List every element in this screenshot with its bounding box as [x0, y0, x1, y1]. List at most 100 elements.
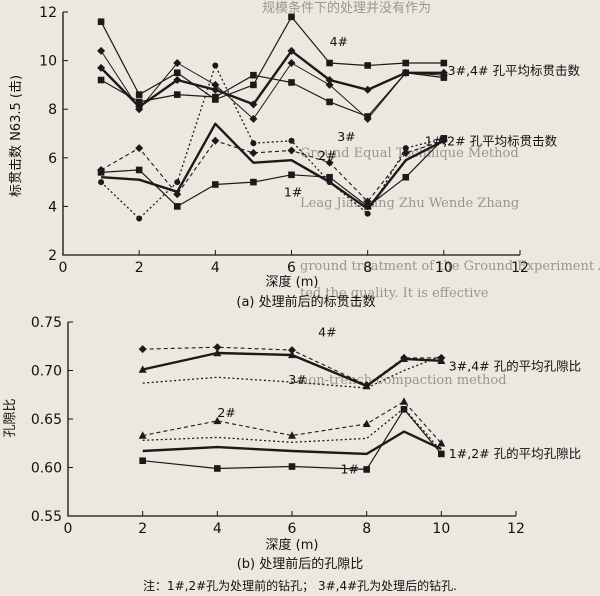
data-point	[138, 365, 147, 373]
data-point	[363, 114, 372, 123]
data-point	[287, 146, 296, 155]
data-point	[98, 179, 105, 186]
data-point	[136, 215, 143, 222]
data-point	[364, 210, 371, 217]
data-point	[174, 179, 181, 186]
y-tick-label: 2	[48, 248, 57, 264]
x-tick-label: 10	[435, 260, 453, 276]
annotation-label: 1#	[284, 185, 302, 200]
data-point	[97, 46, 106, 55]
data-point	[363, 85, 372, 94]
data-point	[212, 62, 219, 69]
data-point	[437, 439, 446, 447]
data-point	[326, 59, 333, 67]
series-line	[100, 49, 444, 109]
data-point	[402, 145, 409, 152]
x-tick-label: 6	[288, 521, 297, 537]
annotation-label: 2#	[318, 148, 336, 163]
chart-b-ylabel: 孔隙比	[3, 398, 18, 437]
data-point	[287, 59, 296, 68]
data-point	[173, 59, 182, 68]
series-line	[100, 16, 444, 101]
data-point	[173, 76, 182, 85]
data-point	[401, 68, 410, 77]
data-point	[97, 63, 106, 72]
y-tick-label: 6	[48, 151, 57, 167]
data-point	[325, 76, 334, 85]
annotation-label: 1#	[341, 461, 359, 476]
annotation-label: 3#,4# 孔平均标贯击数	[448, 63, 581, 78]
data-point	[135, 91, 143, 98]
data-point	[287, 46, 296, 55]
y-tick-label: 10	[39, 54, 57, 70]
annotation-label: 2#	[217, 405, 235, 420]
data-point	[249, 114, 258, 123]
data-point	[249, 100, 258, 109]
data-point	[211, 136, 220, 145]
x-tick-label: 12	[507, 521, 525, 537]
data-point	[288, 350, 296, 359]
chart-a-xlabel: 深度 (m)	[266, 274, 319, 290]
chart-b-xlabel: 深度 (m)	[266, 537, 319, 553]
data-point	[211, 85, 220, 94]
data-point	[173, 190, 182, 199]
annotation-label: 3#,4# 孔的平均孔隙比	[449, 359, 581, 374]
series-line	[101, 137, 445, 207]
data-point	[440, 59, 448, 67]
data-point	[288, 13, 295, 21]
annotation-label: 3#	[288, 372, 306, 387]
annotation-label: 1#,2# 孔平均标贯击数	[425, 134, 558, 149]
chart-a-caption: (a) 处理前后的标贯击数	[236, 294, 375, 310]
data-point	[326, 98, 333, 106]
data-point	[363, 197, 372, 206]
data-point	[212, 181, 219, 188]
figure-note: 注：1#,2#孔为处理前的钻孔； 3#,4#孔为处理后的钻孔.	[143, 578, 457, 593]
data-point	[135, 166, 143, 174]
data-point	[250, 81, 257, 89]
series-line	[142, 351, 442, 388]
data-point	[288, 137, 295, 144]
y-tick-label: 12	[39, 5, 57, 21]
x-tick-label: 2	[138, 521, 147, 537]
y-tick-label: 0.65	[31, 412, 62, 428]
background-text: ted the quality. It is effective	[300, 286, 489, 301]
annotation-label: 3#	[337, 129, 355, 144]
data-point	[139, 457, 146, 465]
data-point	[173, 69, 181, 77]
data-point	[173, 91, 181, 98]
series-line	[100, 64, 444, 220]
series-line	[142, 430, 442, 456]
data-point	[288, 431, 296, 439]
annotation-label: 4#	[330, 34, 348, 49]
x-tick-label: 0	[64, 521, 73, 537]
data-point	[213, 348, 222, 357]
data-point	[135, 102, 144, 111]
data-point	[363, 466, 370, 473]
series-line	[100, 50, 444, 120]
annotation-label: 1#,2# 孔的平均孔隙比	[449, 446, 581, 461]
y-tick-label: 0.75	[31, 315, 62, 331]
x-tick-label: 8	[363, 260, 372, 276]
y-tick-label: 0.70	[31, 364, 62, 380]
data-point	[288, 346, 296, 355]
data-point	[325, 158, 334, 167]
data-point	[97, 165, 106, 174]
series-line	[100, 140, 444, 203]
series-line	[142, 346, 442, 386]
background-text: Ground Equal Technique Method	[300, 146, 519, 161]
data-point	[362, 419, 371, 428]
data-point	[212, 96, 219, 103]
x-tick-label: 2	[135, 260, 144, 276]
y-tick-label: 4	[48, 199, 57, 215]
y-tick-label: 0.55	[31, 509, 62, 525]
data-point	[135, 98, 143, 106]
x-tick-label: 8	[362, 521, 371, 537]
data-point	[138, 431, 147, 439]
data-point	[250, 178, 257, 186]
data-point	[288, 171, 295, 179]
